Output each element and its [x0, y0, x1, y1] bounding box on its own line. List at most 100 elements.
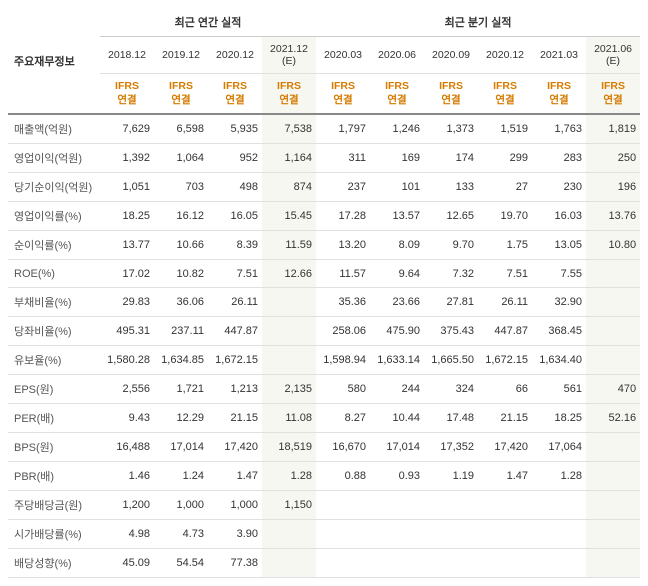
data-cell: 250: [586, 144, 640, 173]
data-cell: 17,420: [478, 433, 532, 462]
ifrs-header: IFRS연결: [424, 74, 478, 115]
data-cell: 1,392: [100, 144, 154, 173]
data-cell: 8.27: [316, 404, 370, 433]
data-cell: 18.25: [100, 202, 154, 231]
data-cell: [586, 433, 640, 462]
data-cell: [586, 520, 640, 549]
data-cell: 475.90: [370, 317, 424, 346]
data-cell: 13.77: [100, 231, 154, 260]
data-cell: 244: [370, 375, 424, 404]
data-cell: 8.39: [208, 231, 262, 260]
data-cell: 7,538: [262, 114, 316, 144]
ifrs-header: IFRS연결: [100, 74, 154, 115]
data-cell: [478, 549, 532, 578]
metric-label: 유보율(%): [8, 346, 100, 375]
data-cell: 1.75: [478, 231, 532, 260]
data-cell: 1,064: [154, 144, 208, 173]
data-cell: 1.19: [424, 462, 478, 491]
data-cell: 495.31: [100, 317, 154, 346]
data-cell: 447.87: [208, 317, 262, 346]
data-cell: 19.70: [478, 202, 532, 231]
metric-label: PER(배): [8, 404, 100, 433]
data-cell: [424, 549, 478, 578]
data-cell: 7,629: [100, 114, 154, 144]
data-cell: 32.90: [532, 288, 586, 317]
data-cell: 169: [370, 144, 424, 173]
data-cell: 6,598: [154, 114, 208, 144]
ifrs-header: IFRS연결: [154, 74, 208, 115]
data-cell: 10.66: [154, 231, 208, 260]
annual-group-header: 최근 연간 실적: [100, 8, 316, 37]
data-cell: [532, 520, 586, 549]
data-cell: 1,200: [100, 491, 154, 520]
metric-label: 부채비율(%): [8, 288, 100, 317]
data-cell: 1,000: [154, 491, 208, 520]
data-cell: 874: [262, 173, 316, 202]
data-cell: 1.24: [154, 462, 208, 491]
metric-label: 당기순이익(억원): [8, 173, 100, 202]
data-cell: 1,000: [208, 491, 262, 520]
data-cell: 1.28: [262, 462, 316, 491]
data-cell: [262, 317, 316, 346]
data-cell: 7.51: [208, 260, 262, 288]
data-cell: 7.32: [424, 260, 478, 288]
metric-label: BPS(원): [8, 433, 100, 462]
data-cell: 1,672.15: [478, 346, 532, 375]
data-cell: 324: [424, 375, 478, 404]
data-cell: 77.38: [208, 549, 262, 578]
data-cell: 1.47: [478, 462, 532, 491]
data-cell: 196: [586, 173, 640, 202]
data-cell: [262, 549, 316, 578]
data-cell: 174: [424, 144, 478, 173]
period-header: 2020.12: [478, 37, 532, 74]
data-cell: 703: [154, 173, 208, 202]
data-cell: 10.80: [586, 231, 640, 260]
metric-label: EPS(원): [8, 375, 100, 404]
period-header: 2020.12: [208, 37, 262, 74]
data-cell: 13.57: [370, 202, 424, 231]
data-cell: 17,014: [370, 433, 424, 462]
data-cell: 1,580.28: [100, 346, 154, 375]
period-header: 2020.09: [424, 37, 478, 74]
data-cell: 375.43: [424, 317, 478, 346]
data-cell: 21.15: [478, 404, 532, 433]
data-cell: 11.59: [262, 231, 316, 260]
data-cell: 0.93: [370, 462, 424, 491]
data-cell: 237.11: [154, 317, 208, 346]
ifrs-header: IFRS연결: [370, 74, 424, 115]
data-cell: 498: [208, 173, 262, 202]
data-cell: 17,064: [532, 433, 586, 462]
data-cell: 17,352: [424, 433, 478, 462]
data-cell: 21.15: [208, 404, 262, 433]
ifrs-header: IFRS연결: [316, 74, 370, 115]
period-header: 2018.12: [100, 37, 154, 74]
metric-label: 영업이익률(%): [8, 202, 100, 231]
data-cell: 29.83: [100, 288, 154, 317]
metric-label: 시가배당률(%): [8, 520, 100, 549]
data-cell: 4.98: [100, 520, 154, 549]
data-cell: 13.20: [316, 231, 370, 260]
data-cell: 23.66: [370, 288, 424, 317]
data-cell: 3.90: [208, 520, 262, 549]
data-cell: 45.09: [100, 549, 154, 578]
metric-label: 매출액(억원): [8, 114, 100, 144]
data-cell: 16,488: [100, 433, 154, 462]
data-cell: 17.48: [424, 404, 478, 433]
data-cell: [262, 288, 316, 317]
data-cell: [586, 491, 640, 520]
data-cell: 1,763: [532, 114, 586, 144]
data-cell: [586, 288, 640, 317]
quarter-group-header: 최근 분기 실적: [316, 8, 640, 37]
data-cell: 9.70: [424, 231, 478, 260]
data-cell: 237: [316, 173, 370, 202]
data-cell: 9.64: [370, 260, 424, 288]
data-cell: 1.46: [100, 462, 154, 491]
data-cell: 133: [424, 173, 478, 202]
data-cell: 17,014: [154, 433, 208, 462]
period-header: 2021.03: [532, 37, 586, 74]
period-header: 2019.12: [154, 37, 208, 74]
data-cell: 17,420: [208, 433, 262, 462]
period-header: 2020.06: [370, 37, 424, 74]
data-cell: 2,135: [262, 375, 316, 404]
data-cell: 1.47: [208, 462, 262, 491]
